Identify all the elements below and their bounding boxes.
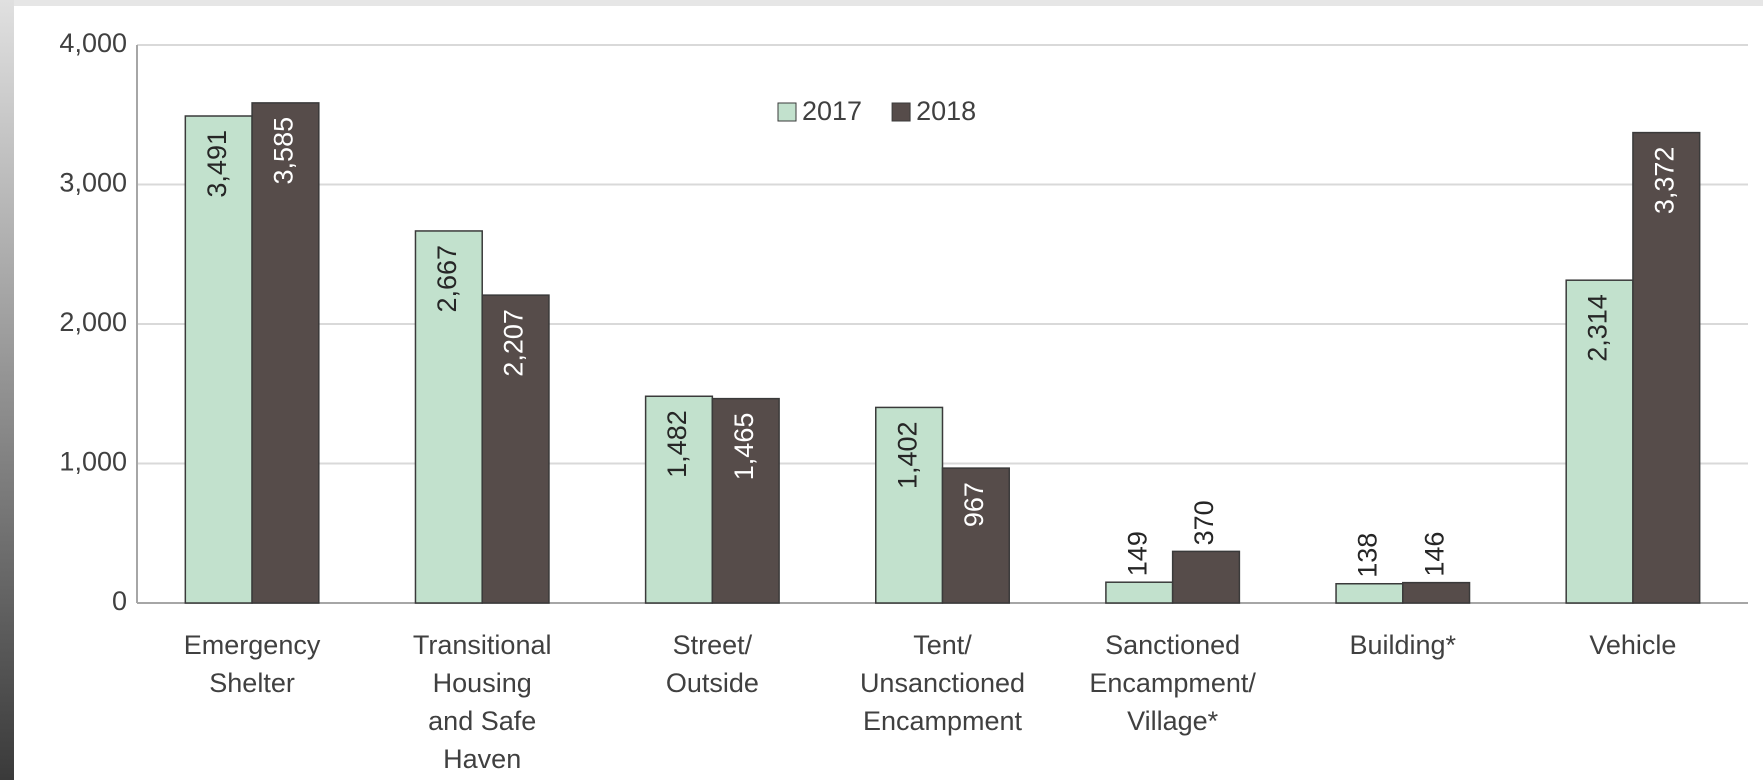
value-label-group: 3,491 <box>202 130 232 198</box>
value-label: 138 <box>1353 533 1383 578</box>
value-label: 1,465 <box>729 413 759 481</box>
value-label: 2,667 <box>432 245 462 313</box>
x-tick-label: Transitional Housing and Safe Haven <box>412 630 552 774</box>
x-tick-label: Building* <box>1349 630 1457 660</box>
legend-swatch <box>777 102 797 122</box>
bar <box>1171 550 1241 604</box>
bar <box>941 467 1010 604</box>
y-tick-label: 2,000 <box>59 307 127 337</box>
value-label: 3,372 <box>1649 147 1679 215</box>
y-tick-label: 3,000 <box>59 168 127 198</box>
value-label: 3,491 <box>202 130 232 198</box>
value-label: 146 <box>1419 532 1449 577</box>
value-label-group: 967 <box>959 482 989 527</box>
value-label-group: 1,482 <box>662 410 692 478</box>
bar <box>1105 581 1174 604</box>
bar <box>1632 131 1701 604</box>
bar <box>1402 581 1471 604</box>
legend-label: 2017 <box>802 96 862 126</box>
frame <box>0 0 14 780</box>
value-label-group: 370 <box>1189 500 1219 545</box>
value-label-group: 2,667 <box>432 245 462 313</box>
value-label-group: 149 <box>1122 531 1152 576</box>
value-label-group: 2,207 <box>499 309 529 377</box>
value-label-group: 1,402 <box>892 421 922 489</box>
value-label-group: 138 <box>1353 533 1383 578</box>
value-label-group: 146 <box>1419 532 1449 577</box>
bar <box>1565 279 1634 604</box>
value-label: 2,207 <box>499 309 529 377</box>
x-tick-label: Emergency Shelter <box>183 630 321 698</box>
x-tick-label: Vehicle <box>1589 630 1677 660</box>
value-label: 149 <box>1122 531 1152 576</box>
x-tick-label: Tent/ Unsanctioned Encampment <box>859 630 1026 736</box>
value-label: 1,482 <box>662 410 692 478</box>
value-label-group: 3,372 <box>1649 147 1679 215</box>
value-label-group: 1,465 <box>729 413 759 481</box>
bar <box>1335 582 1404 604</box>
y-tick-label: 4,000 <box>59 28 127 58</box>
value-label-group: 3,585 <box>269 117 299 185</box>
value-label: 370 <box>1189 500 1219 545</box>
value-label: 967 <box>959 482 989 527</box>
legend-swatch <box>891 102 911 122</box>
x-tick-label: Sanctioned Encampment/ Village* <box>1089 630 1256 736</box>
x-tick-label: Street/ Outside <box>665 630 759 698</box>
bar <box>711 397 780 604</box>
bar <box>251 102 320 604</box>
bar <box>875 406 944 604</box>
frame <box>0 0 1763 6</box>
value-label: 2,314 <box>1583 294 1613 362</box>
y-tick-label: 0 <box>112 586 127 616</box>
bar <box>184 115 253 604</box>
value-label: 3,585 <box>269 117 299 185</box>
value-label: 1,402 <box>892 421 922 489</box>
bar <box>481 294 550 604</box>
y-tick-label: 1,000 <box>59 447 127 477</box>
legend-label: 2018 <box>916 96 976 126</box>
value-label-group: 2,314 <box>1583 294 1613 362</box>
